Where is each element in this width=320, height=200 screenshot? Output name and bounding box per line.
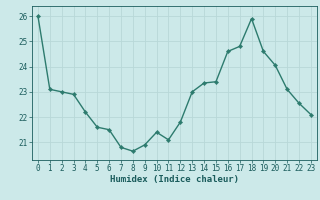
X-axis label: Humidex (Indice chaleur): Humidex (Indice chaleur) (110, 175, 239, 184)
